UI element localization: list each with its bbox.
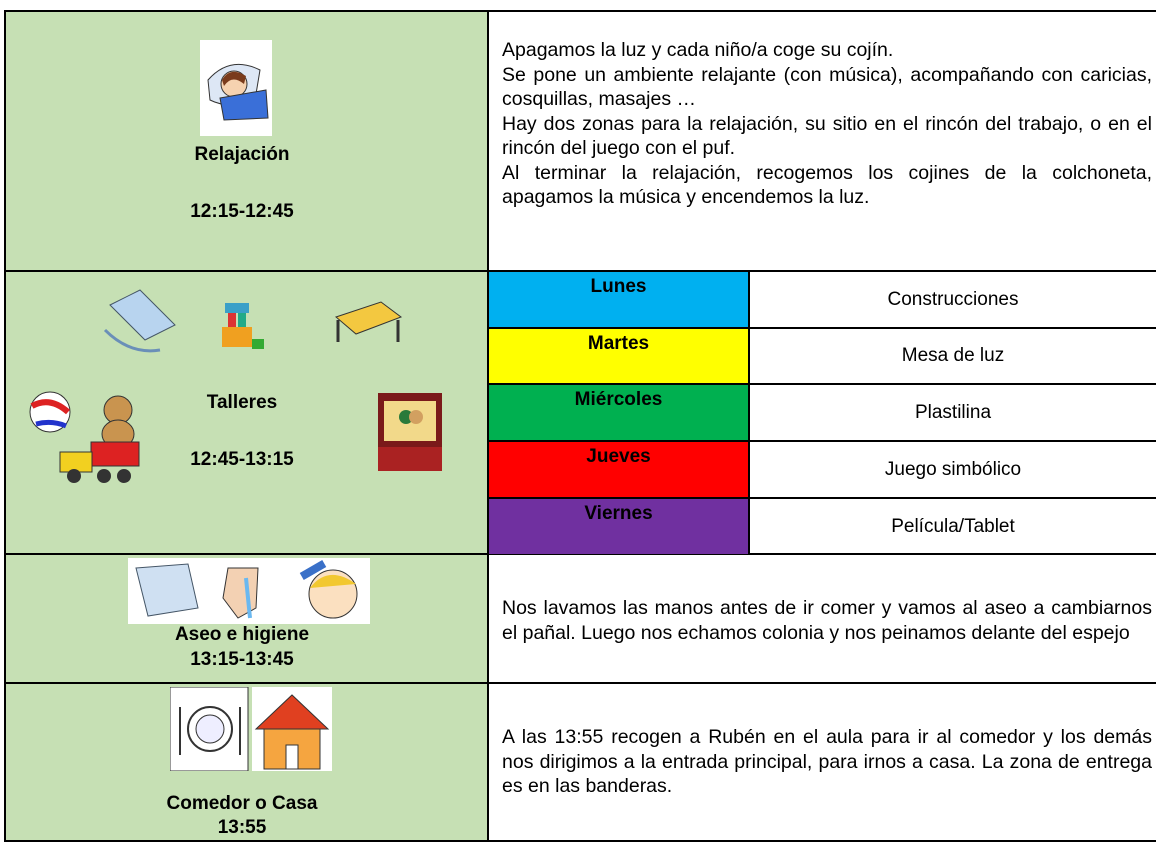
day-cell: Miércoles — [489, 385, 748, 442]
hygiene-icon — [128, 558, 370, 624]
description: Nos lavamos las manos antes de ir comer … — [502, 596, 1152, 645]
lighttable-icon — [335, 301, 403, 342]
activity-cell: Película/Tablet — [748, 499, 1156, 554]
cell-right — [487, 682, 1156, 842]
cushion-icon — [103, 289, 176, 353]
row-time: 13:15-13:45 — [190, 649, 294, 670]
cell-right — [487, 553, 1156, 684]
cell-right — [487, 10, 1156, 272]
day-cell: Lunes — [489, 272, 748, 329]
activity-cell: Construcciones — [748, 272, 1156, 329]
paragraph: Hay dos zonas para la relajación, su sit… — [502, 112, 1152, 160]
day-cell: Viernes — [489, 499, 748, 554]
row-label: Relajación — [194, 144, 290, 165]
description: Apagamos la luz y cada niño/a coge su co… — [502, 38, 1152, 210]
row-time: 12:15-12:45 — [190, 201, 294, 222]
paragraph: A las 13:55 recogen a Rubén en el aula p… — [502, 726, 1152, 797]
activity-cell: Plastilina — [748, 385, 1156, 442]
paragraph: Apagamos la luz y cada niño/a coge su co… — [502, 39, 894, 61]
meal-home-icon — [170, 687, 332, 771]
row-time: 12:45-13:15 — [190, 449, 294, 470]
row-time: 13:55 — [217, 817, 267, 838]
sleep-icon — [200, 40, 272, 136]
activity-cell: Juego simbólico — [748, 442, 1156, 499]
paragraph: Se pone un ambiente relajante (con músic… — [502, 63, 1152, 111]
blocks-icon — [222, 303, 264, 349]
row-label: Comedor o Casa — [166, 793, 318, 814]
paragraph: Nos lavamos las manos antes de ir comer … — [502, 597, 1152, 644]
row-label: Aseo e higiene — [174, 624, 310, 645]
day-cell: Jueves — [489, 442, 748, 499]
toys-icon — [29, 391, 140, 483]
row-label: Talleres — [206, 392, 278, 413]
paragraph: Al terminar la relajación, recogemos los… — [502, 161, 1152, 209]
activity-cell: Mesa de luz — [748, 329, 1156, 385]
cinema-icon — [378, 393, 442, 471]
day-cell: Martes — [489, 329, 748, 385]
description: A las 13:55 recogen a Rubén en el aula p… — [502, 725, 1152, 799]
